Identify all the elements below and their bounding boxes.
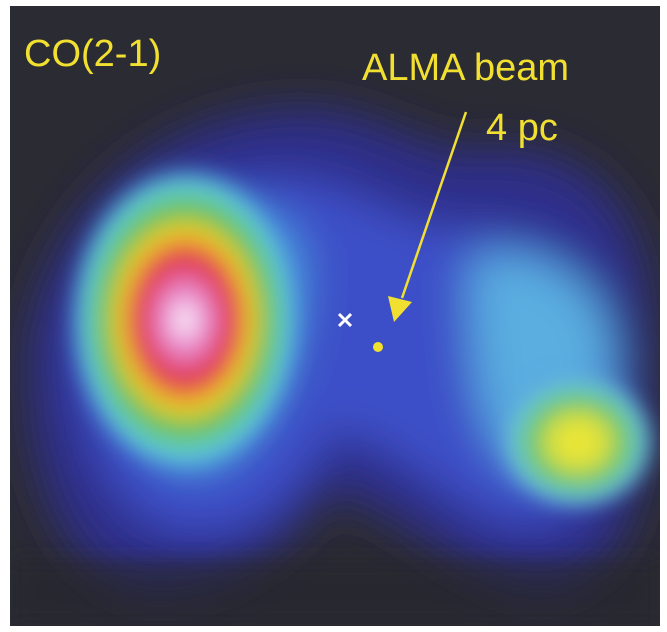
arrow-head [388,296,412,322]
map-image [10,6,660,626]
scale-label: 4 pc [486,107,558,149]
emission-peak-right [498,372,658,512]
center-cross [337,312,353,328]
emission-peak-left [65,160,305,480]
beam-label: ALMA beam [362,47,569,89]
line-label: CO(2-1) [24,33,161,75]
arrow-shaft [400,111,468,299]
beam-marker [373,342,383,352]
lower-background [10,560,660,626]
